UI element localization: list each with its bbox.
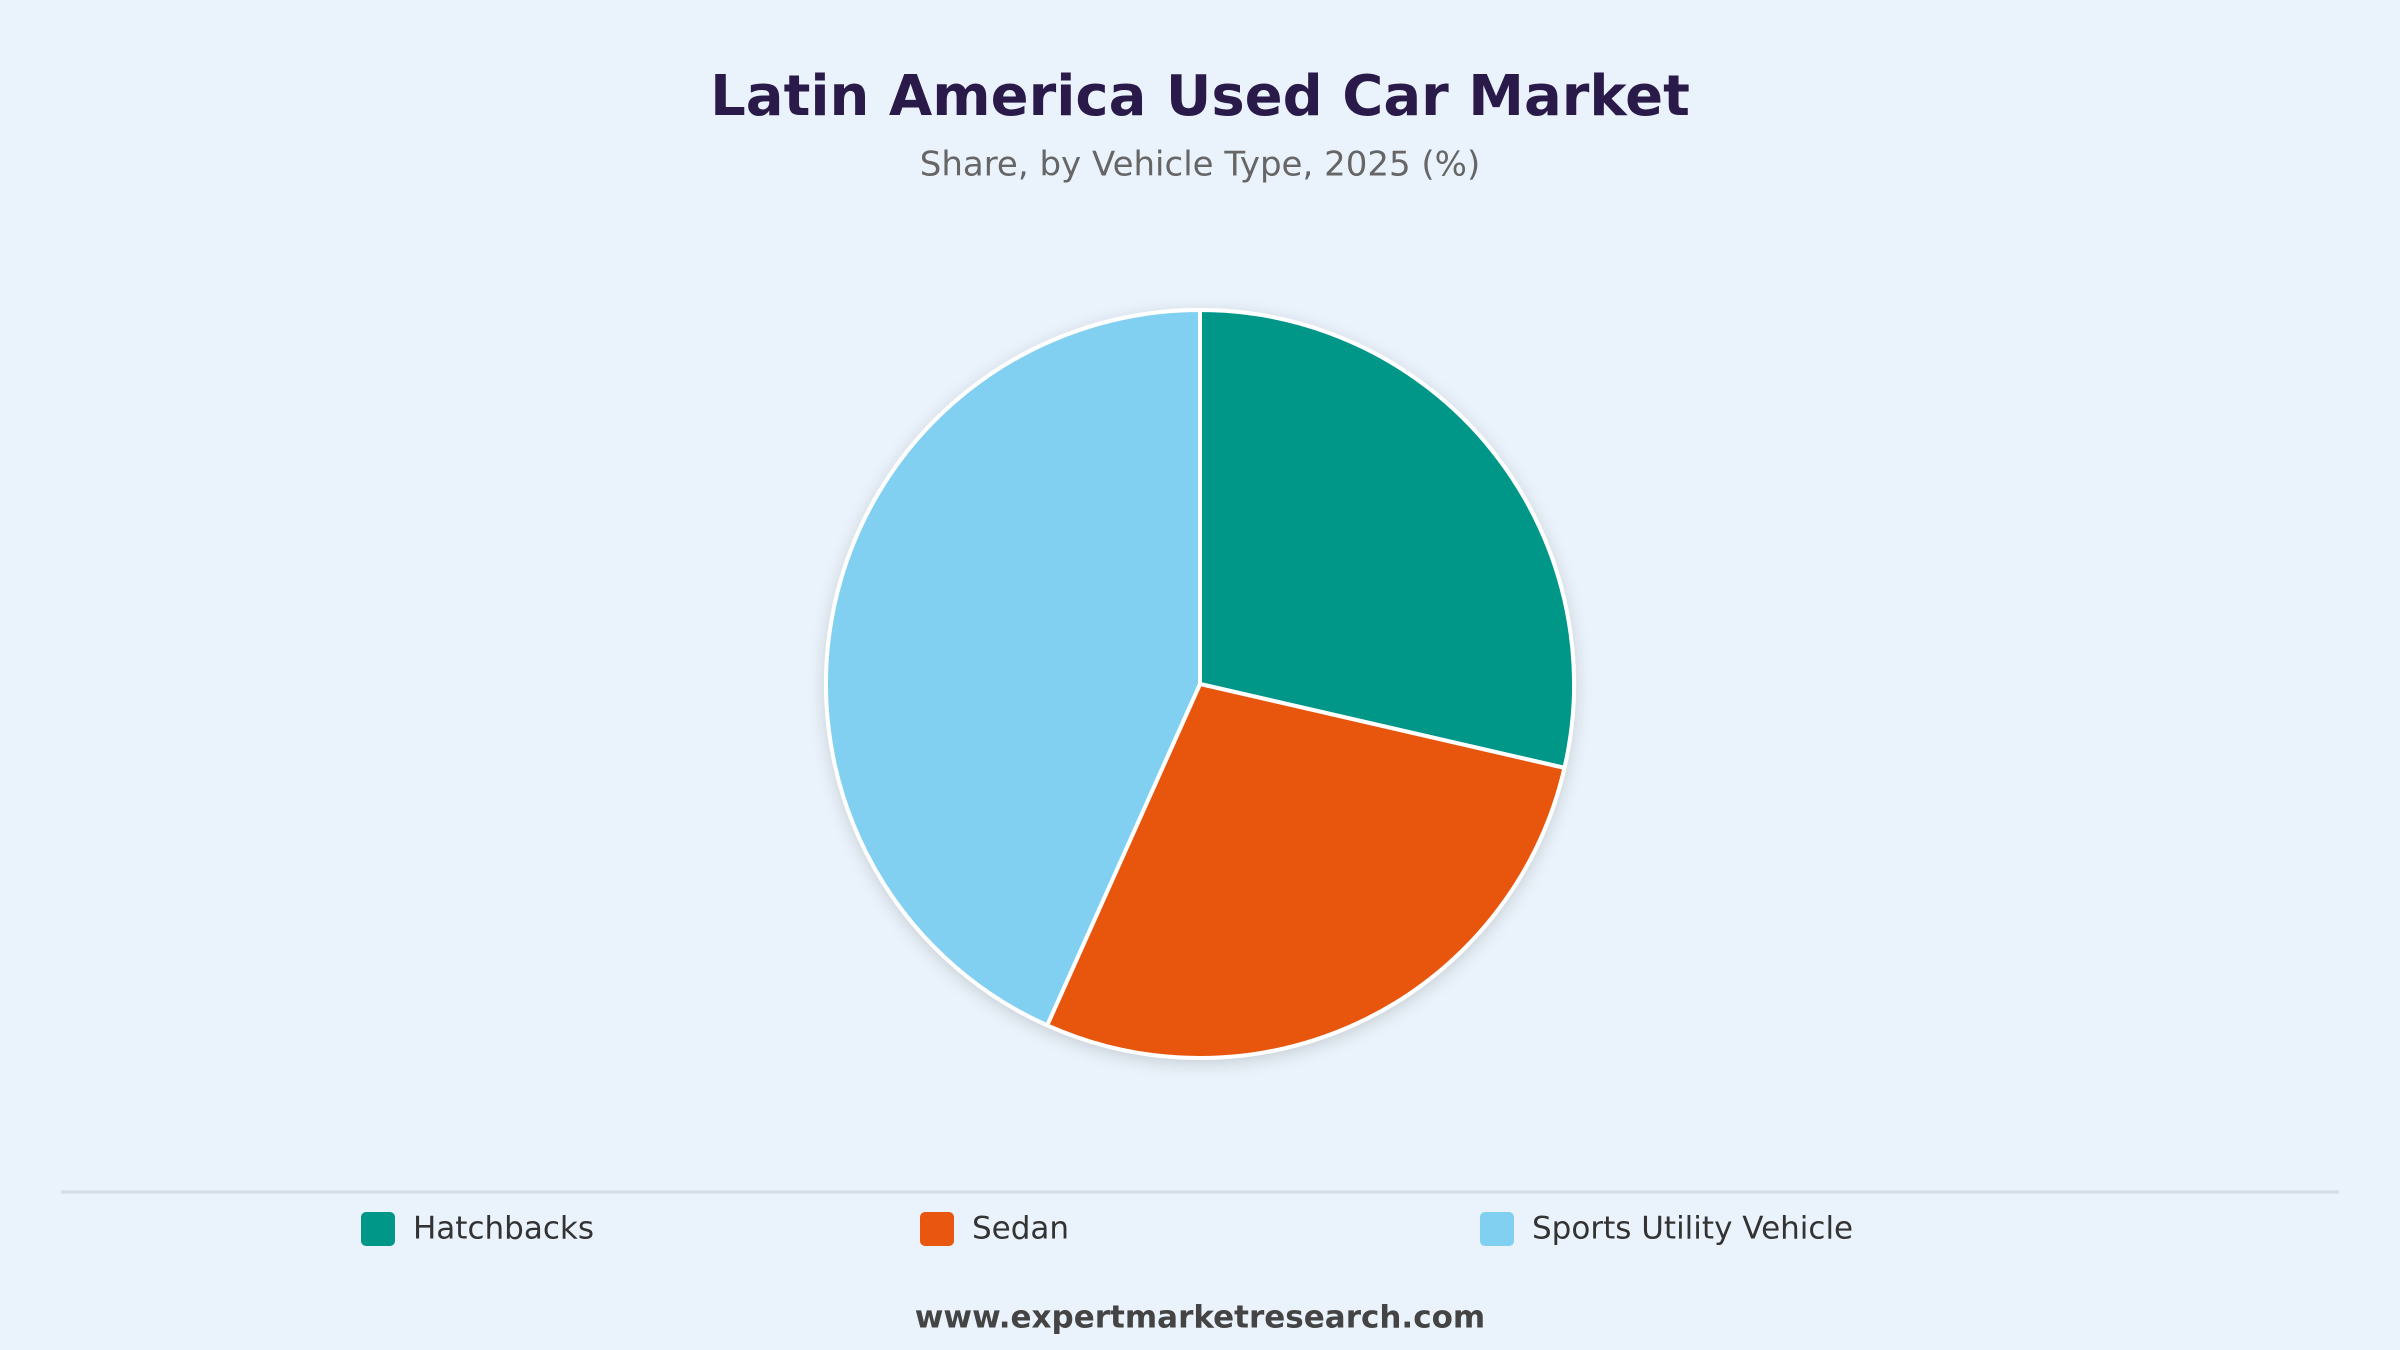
pie-slice bbox=[1045, 682, 1567, 1060]
legend-label: Sports Utility Vehicle bbox=[1532, 1211, 1853, 1247]
legend-label: Hatchbacks bbox=[413, 1211, 594, 1247]
chart-title: Latin America Used Car Market bbox=[710, 64, 1690, 129]
pie bbox=[823, 308, 1576, 1060]
legend-swatch bbox=[361, 1212, 395, 1246]
legend-label: Sedan bbox=[972, 1211, 1069, 1247]
source: www.expertmarketresearch.com bbox=[915, 1300, 1485, 1336]
pie-slice bbox=[823, 308, 1202, 1028]
legend-swatch bbox=[1480, 1212, 1514, 1246]
legend: Hatchbacks Sedan Sports Utility Vehicle bbox=[361, 1211, 1853, 1247]
legend-swatch bbox=[920, 1212, 954, 1246]
chart-subtitle: Share, by Vehicle Type, 2025 (%) bbox=[920, 145, 1481, 185]
pie-slice bbox=[1198, 308, 1576, 770]
